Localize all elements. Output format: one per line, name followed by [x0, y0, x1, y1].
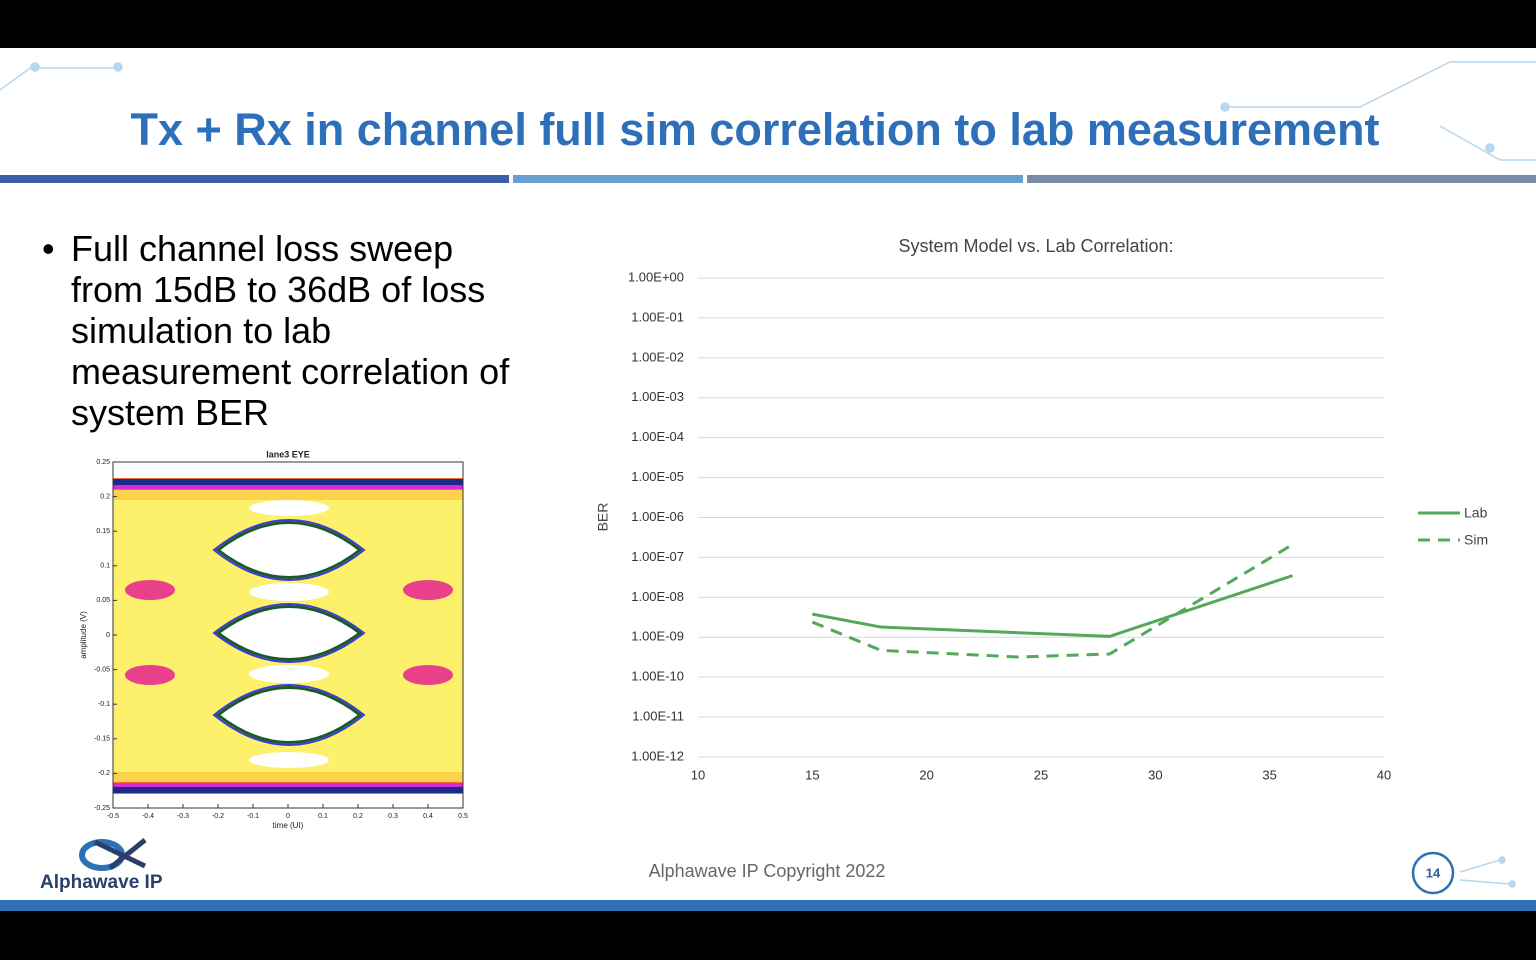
y-tick-label: 1.00E-08 — [631, 589, 684, 604]
x-tick-label: 0.2 — [353, 813, 363, 820]
logo-mark — [79, 838, 147, 871]
y-tick-label: 1.00E-06 — [631, 509, 684, 524]
legend-label: Sim — [1464, 532, 1488, 548]
y-tick-label: 1.00E-03 — [631, 389, 684, 404]
y-tick-label: 1.00E-07 — [631, 549, 684, 564]
y-axis-label: BER — [595, 503, 611, 532]
x-tick-label: 0.4 — [423, 813, 433, 820]
slide-title: Tx + Rx in channel full sim correlation … — [130, 104, 1379, 155]
y-tick-label: -0.2 — [98, 770, 110, 777]
legend-label: Lab — [1464, 505, 1488, 521]
page-badge — [1411, 851, 1455, 895]
x-tick-label: 0 — [286, 813, 290, 820]
title-rule — [0, 175, 509, 183]
y-tick-label: -0.1 — [98, 701, 110, 708]
x-tick-label: -0.4 — [142, 813, 154, 820]
x-tick-label: 40 — [1377, 767, 1391, 782]
y-tick-label: -0.15 — [94, 736, 110, 743]
title-rule — [513, 175, 1023, 183]
bullet-dot: • — [42, 228, 55, 269]
x-tick-label: 35 — [1262, 767, 1276, 782]
x-tick-label: 20 — [919, 767, 933, 782]
series-line — [812, 574, 1294, 638]
x-tick-label: 0.3 — [388, 813, 398, 820]
y-tick-label: 1.00E-02 — [631, 349, 684, 364]
y-tick-label: 1.00E-10 — [631, 669, 684, 684]
y-tick-label: 1.00E-05 — [631, 469, 684, 484]
y-tick-label: 1.00E-09 — [631, 629, 684, 644]
x-tick-label: 10 — [691, 767, 705, 782]
series-line — [811, 543, 1294, 659]
eye-title: lane3 EYE — [266, 449, 310, 459]
footer: Alphawave IP Copyright 2022 — [649, 861, 886, 881]
page-number: 14 — [1426, 865, 1441, 880]
x-tick-label: 15 — [805, 767, 819, 782]
y-tick-label: 0 — [106, 632, 110, 639]
bullet-text: Full channel loss sweep from 15dB to 36d… — [71, 228, 510, 433]
logo-text: Alphawave IP — [40, 872, 163, 893]
x-tick-label: 30 — [1148, 767, 1162, 782]
chart-title: System Model vs. Lab Correlation: — [898, 236, 1173, 256]
title-rule — [1027, 175, 1536, 183]
y-tick-label: 1.00E-12 — [631, 748, 684, 763]
x-tick-label: 0.1 — [318, 813, 328, 820]
eye-pattern — [113, 478, 463, 794]
x-tick-label: -0.5 — [107, 813, 119, 820]
x-tick-label: -0.2 — [212, 813, 224, 820]
y-axis-label: amplitude (V) — [79, 611, 88, 659]
y-tick-label: 1.00E-04 — [631, 429, 684, 444]
y-tick-label: 1.00E-01 — [631, 309, 684, 324]
y-tick-label: 1.00E+00 — [628, 269, 684, 284]
y-tick-label: 0.25 — [96, 459, 110, 466]
y-tick-label: 0.1 — [100, 563, 110, 570]
y-tick-label: 0.15 — [96, 528, 110, 535]
x-tick-label: 25 — [1034, 767, 1048, 782]
bullet: • Full channel loss sweep from 15dB to 36… — [42, 228, 512, 433]
footer-bar — [0, 900, 1536, 911]
x-axis-label: time (UI) — [273, 821, 304, 830]
decoration — [0, 61, 1536, 888]
y-tick-label: 1.00E-11 — [632, 709, 684, 724]
x-tick-label: 0.5 — [458, 813, 468, 820]
x-tick-label: -0.3 — [177, 813, 189, 820]
y-tick-label: 0.05 — [96, 597, 110, 604]
y-tick-label: -0.25 — [94, 805, 110, 812]
y-tick-label: -0.05 — [94, 666, 110, 673]
x-tick-label: -0.1 — [247, 813, 259, 820]
y-tick-label: 0.2 — [100, 493, 110, 500]
